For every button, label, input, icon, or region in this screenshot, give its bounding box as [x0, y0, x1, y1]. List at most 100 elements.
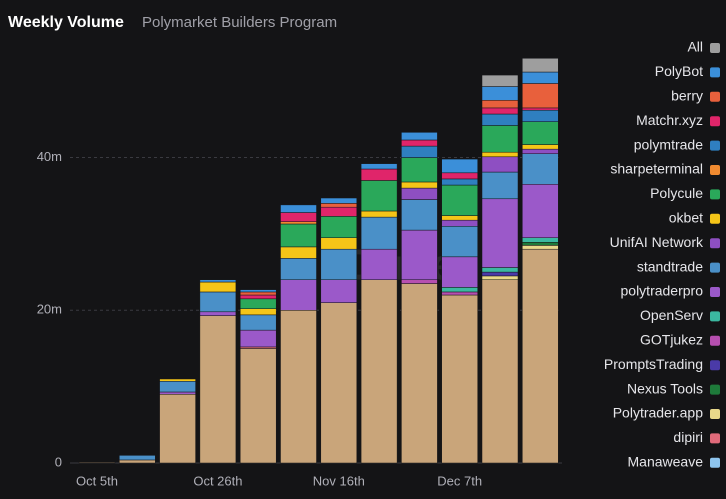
x-tick-label: Oct 26th: [193, 473, 242, 488]
bar-segment: [360, 279, 398, 464]
bar-segment: [481, 279, 519, 464]
bar-segment: [401, 145, 438, 158]
bar-segment: [522, 109, 559, 122]
legend-label: sharpeterminal: [610, 161, 703, 177]
bar-segment: [159, 378, 196, 382]
bar-segment: [280, 212, 317, 222]
bar-segment: [441, 287, 478, 293]
bar-segment: [320, 216, 358, 238]
bar-segment: [441, 294, 478, 464]
legend-swatch: [710, 335, 720, 346]
bar-segment: [481, 100, 519, 109]
legend-swatch: [710, 262, 720, 273]
bar-segment: [401, 157, 438, 183]
legend-label: Nexus Tools: [627, 380, 703, 396]
bar-segment: [401, 283, 438, 464]
bar-segment: [441, 184, 478, 216]
bar-segment: [401, 187, 438, 200]
bar-segment: [401, 279, 438, 284]
bar-segment: [401, 181, 438, 189]
bar-segment: [320, 279, 358, 303]
bar-segment: [441, 215, 478, 221]
legend-swatch: [710, 433, 720, 444]
bar-segment: [199, 315, 237, 464]
bar-segment: [441, 256, 478, 288]
legend-swatch: [710, 311, 720, 322]
x-tick-label: Oct 5th: [76, 473, 118, 488]
bar-segment: [239, 291, 277, 296]
bar-segment: [441, 219, 478, 227]
bar-segment: [441, 226, 478, 258]
bar-segment: [280, 279, 317, 311]
bar-segment: [239, 294, 277, 300]
legend-swatch: [710, 67, 720, 78]
bar-segment: [481, 113, 519, 126]
bar-segment: [360, 216, 398, 250]
bar-segment: [401, 132, 438, 141]
bar-segment: [522, 242, 559, 246]
legend-label: polymtrade: [634, 136, 703, 152]
bar-segment: [78, 461, 116, 464]
legend-label: PolyBot: [655, 63, 703, 79]
legend-label: Matchr.xyz: [636, 112, 703, 128]
bar-segment: [119, 459, 156, 464]
legend-label: Polytrader.app: [613, 405, 703, 421]
plot-area: 0 20m 40m Oct 5th Oct 26th Nov 16th Dec 7th: [37, 58, 562, 488]
legend-label: OpenServ: [640, 307, 703, 323]
legend: All PolyBot berry Matchr.xyz polymtrade sharp…: [604, 39, 720, 470]
bar-segment: [481, 198, 519, 268]
bar-segment: [119, 455, 156, 461]
bar-segment: [441, 172, 478, 180]
legend-label: Polycule: [650, 185, 703, 201]
x-tick-label: Nov 16th: [313, 473, 365, 488]
bar-segment: [481, 107, 519, 115]
legend-swatch: [710, 384, 720, 395]
legend-swatch: [710, 140, 720, 151]
bar-segment: [360, 210, 398, 218]
bar-segment: [159, 391, 196, 395]
bar-segment: [320, 237, 358, 250]
bar-segment: [239, 289, 277, 293]
legend-label: berry: [671, 88, 703, 104]
legend-label: Manaweave: [628, 454, 704, 470]
legend-label: UnifAI Network: [610, 234, 704, 250]
y-tick-label: 20m: [37, 302, 62, 317]
legend-label: okbet: [669, 210, 703, 226]
bar-segment: [522, 248, 559, 464]
bar-segment: [239, 329, 277, 348]
y-tick-label: 0: [55, 454, 62, 469]
legend-swatch: [710, 238, 720, 249]
bar-segment: [401, 199, 438, 231]
bar-segment: [522, 153, 559, 185]
bar-segment: [481, 74, 519, 87]
legend-label: polytraderpro: [621, 283, 704, 299]
bar-segment: [199, 311, 237, 316]
bar-segment: [481, 275, 519, 280]
bar-segment: [360, 248, 398, 280]
bar-segment: [159, 394, 196, 464]
legend-swatch: [710, 165, 720, 175]
legend-swatch: [710, 409, 720, 419]
y-tick-label: 40m: [37, 149, 62, 164]
legend-swatch: [710, 189, 720, 200]
bar-segment: [522, 71, 559, 84]
bar-segment: [360, 168, 398, 181]
legend-swatch: [710, 360, 720, 371]
bar-segment: [522, 184, 559, 238]
legend-label: PromptsTrading: [604, 356, 703, 372]
bar-segment: [401, 139, 438, 147]
bar-segment: [320, 248, 358, 280]
bar-segment: [320, 197, 358, 204]
bar-segment: [481, 156, 519, 173]
legend-swatch: [710, 116, 720, 127]
bar-segment: [522, 237, 559, 243]
legend-label: All: [687, 39, 703, 55]
bar-segment: [401, 229, 438, 280]
bar-segment: [320, 203, 358, 208]
bar-segment: [280, 221, 317, 225]
bar-segment: [481, 267, 519, 273]
legend-swatch: [710, 457, 720, 468]
chart-subtitle: Polymarket Builders Program: [142, 14, 337, 31]
bar-segment: [522, 148, 559, 154]
